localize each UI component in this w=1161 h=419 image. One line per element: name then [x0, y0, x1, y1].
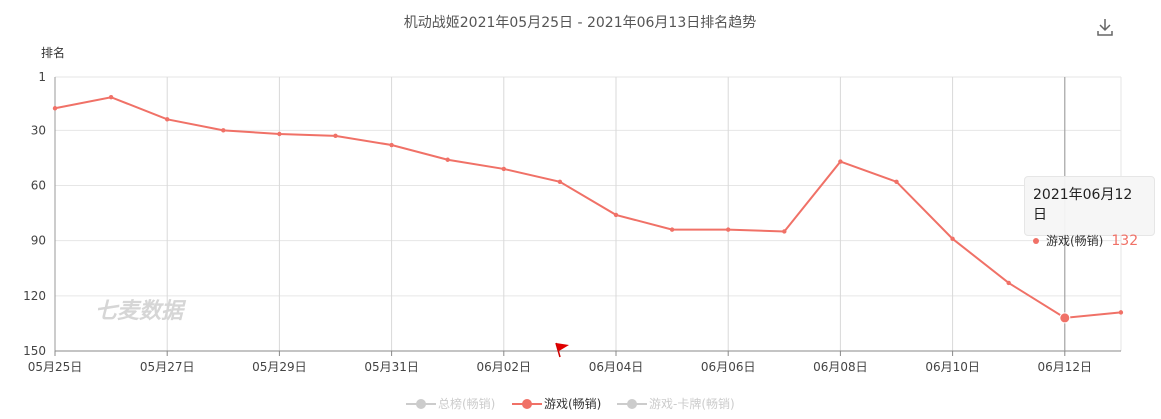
data-point[interactable] [333, 133, 338, 139]
data-point[interactable] [52, 106, 58, 111]
y-tick-label: 120 [23, 289, 46, 303]
data-point[interactable] [726, 227, 731, 232]
data-point[interactable] [389, 142, 394, 148]
watermark: 七麦数据 [95, 299, 187, 324]
data-point[interactable] [165, 117, 170, 122]
y-tick-label: 60 [31, 178, 46, 192]
legend-label: 游戏(畅销) [544, 397, 601, 411]
legend-marker [522, 399, 532, 409]
data-point[interactable] [669, 227, 675, 232]
data-point[interactable] [838, 159, 843, 164]
download-icon[interactable] [1094, 16, 1116, 38]
x-tick-label: 05月31日 [364, 360, 419, 374]
legend-marker [627, 399, 637, 409]
data-point[interactable] [108, 95, 114, 100]
series-line [54, 96, 1121, 319]
y-tick-label: 90 [31, 234, 46, 248]
legend-item[interactable]: 游戏-卡牌(畅销) [617, 397, 735, 411]
y-axis-label: 排名 [41, 45, 65, 60]
x-tick-label: 05月29日 [252, 360, 307, 374]
y-tick-label: 30 [31, 123, 46, 137]
data-point[interactable] [1118, 310, 1124, 315]
data-point[interactable] [557, 179, 563, 185]
x-axis: 05月25日 05月27日 05月29日 05月31日 06月02日 06月04日 06月0… [28, 350, 1121, 374]
tooltip-series-name: 游戏(畅销) [1046, 234, 1104, 248]
data-point[interactable] [894, 179, 899, 185]
legend-marker [416, 399, 426, 409]
grid [55, 76, 1122, 352]
data-point[interactable] [1059, 312, 1071, 324]
x-tick-label: 06月10日 [925, 360, 980, 374]
y-tick-label: 1 [38, 70, 46, 84]
data-point[interactable] [445, 157, 450, 162]
flag-icon[interactable] [555, 342, 569, 358]
legend-item[interactable]: 游戏(畅销) [512, 397, 601, 411]
data-point[interactable] [277, 131, 282, 137]
series-color-dot [1033, 237, 1039, 244]
legend: 总榜(畅销) 游戏(畅销) 游戏-卡牌(畅销) [406, 396, 735, 411]
tooltip: 2021年06月12日 游戏(畅销) 132 [1024, 176, 1155, 249]
legend-label: 总榜(畅销) [438, 396, 495, 411]
x-tick-label: 06月04日 [589, 360, 644, 374]
data-point[interactable] [1006, 280, 1011, 286]
x-tick-label: 06月08日 [813, 360, 868, 374]
tooltip-value: 132 [1111, 232, 1139, 249]
x-tick-label: 05月25日 [28, 360, 83, 374]
legend-label: 游戏-卡牌(畅销) [649, 397, 735, 411]
legend-item[interactable]: 总榜(畅销) [406, 396, 495, 411]
x-tick-label: 06月12日 [1038, 360, 1093, 374]
x-tick-label: 06月06日 [701, 360, 756, 374]
data-point[interactable] [221, 128, 226, 133]
x-tick-label: 05月27日 [140, 360, 195, 374]
tooltip-row: 游戏(畅销) 132 [1033, 232, 1146, 249]
data-point[interactable] [501, 166, 506, 172]
data-point[interactable] [782, 229, 787, 234]
tooltip-date: 2021年06月12日 [1033, 187, 1133, 223]
y-axis: 1 30 60 90 120 150 [23, 70, 56, 358]
y-tick-label: 150 [23, 344, 46, 358]
data-point[interactable] [613, 212, 619, 218]
x-tick-label: 06月02日 [477, 360, 532, 374]
chart-title: 机动战姬2021年05月25日 - 2021年06月13日排名趋势 [404, 15, 756, 31]
series-group [52, 95, 1124, 324]
data-point[interactable] [950, 236, 955, 242]
